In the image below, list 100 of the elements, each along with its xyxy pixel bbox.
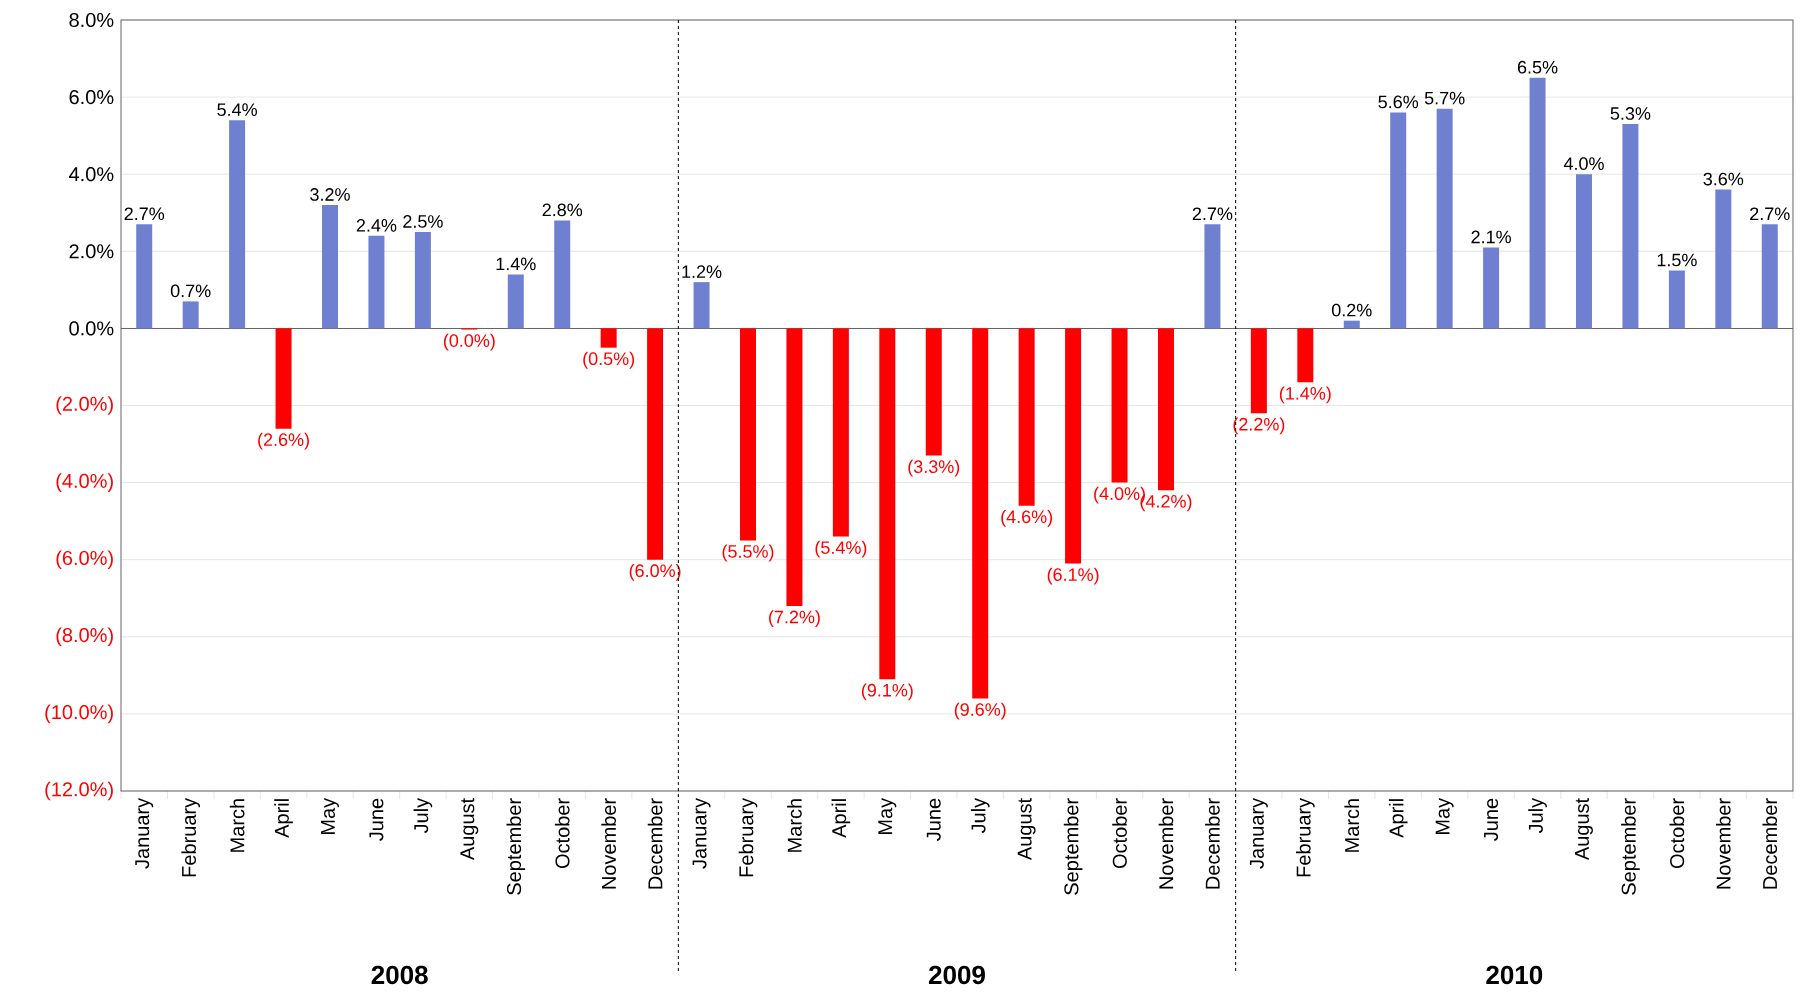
bar — [1065, 328, 1082, 564]
x-tick-label: August — [1017, 798, 1036, 861]
data-label: 0.7% — [170, 284, 211, 298]
text: 2009 — [928, 965, 985, 985]
data-label: (4.6%) — [1001, 509, 1053, 527]
bar — [832, 328, 849, 537]
bar — [554, 220, 571, 329]
bar — [693, 282, 710, 329]
y-tick-label: 8.0% — [69, 12, 114, 28]
data-label: 2.7% — [124, 207, 165, 221]
text: 2008 — [371, 965, 428, 985]
bar — [1390, 112, 1407, 329]
bar — [786, 328, 803, 606]
data-label: (2.6%) — [258, 432, 309, 450]
bar — [1668, 270, 1685, 329]
bar — [1297, 328, 1314, 383]
x-tick-label: September — [1621, 798, 1640, 895]
bar — [275, 328, 292, 429]
x-tick-label: June — [926, 798, 941, 841]
data-label: (9.1%) — [861, 683, 913, 701]
bar — [322, 205, 338, 329]
bar — [972, 328, 989, 699]
data-label: (0.0%) — [443, 333, 495, 351]
bar — [600, 328, 617, 348]
bar — [1157, 328, 1174, 491]
bar — [1575, 174, 1592, 329]
y-tick-label: (6.0%) — [56, 550, 113, 570]
x-tick-label: June — [1484, 798, 1499, 841]
data-label: 1.5% — [1657, 253, 1697, 267]
data-label: 3.6% — [1703, 172, 1744, 186]
bar — [925, 328, 942, 456]
x-tick-label: January — [135, 797, 154, 869]
y-tick-label: 0.0% — [69, 321, 114, 336]
bar — [414, 232, 431, 329]
x-tick-label: September — [1063, 798, 1083, 895]
bar — [368, 235, 385, 329]
y-tick-label: (4.0%) — [56, 473, 113, 492]
x-tick-label: April — [274, 799, 293, 838]
data-label: (3.3%) — [908, 459, 960, 477]
data-label: 2.1% — [1471, 230, 1511, 244]
data-label: (5.4%) — [815, 540, 867, 558]
x-tick-label: November — [1158, 798, 1174, 889]
data-label: (7.2%) — [769, 610, 820, 627]
data-label: 6.5% — [1517, 60, 1558, 74]
x-tick-label: November — [1715, 798, 1731, 889]
bar — [1622, 124, 1639, 329]
y-tick-label: (8.0%) — [56, 627, 113, 647]
bar — [507, 274, 524, 329]
x-tick-label: May — [321, 797, 339, 834]
bar — [1018, 328, 1035, 506]
bar — [229, 120, 246, 329]
data-label: 5.4% — [217, 103, 257, 117]
x-tick-label: June — [369, 798, 384, 841]
data-label: (6.1%) — [1047, 567, 1099, 585]
bar — [879, 328, 896, 680]
x-tick-label: July — [970, 797, 990, 834]
x-tick-label: February — [181, 797, 200, 877]
data-label: (9.6%) — [954, 702, 1006, 720]
bar — [647, 328, 664, 560]
x-tick-label: May — [1435, 797, 1454, 834]
x-tick-label: October — [1669, 798, 1685, 869]
x-tick-label: March — [1344, 799, 1360, 852]
data-label: (0.5%) — [583, 351, 635, 369]
x-tick-label: March — [229, 799, 245, 852]
x-tick-label: September — [506, 798, 526, 895]
bar — [182, 301, 199, 329]
x-tick-label: February — [1296, 797, 1315, 877]
y-tick-label: 2.0% — [69, 244, 114, 259]
bar — [1529, 77, 1546, 329]
data-label: 4.0% — [1563, 157, 1604, 170]
x-tick-label: August — [1575, 798, 1593, 861]
bar — [1204, 224, 1221, 329]
data-label: 2.4% — [356, 218, 397, 232]
x-tick-label: August — [460, 798, 479, 861]
bar — [1436, 108, 1453, 329]
data-label: 2.7% — [1750, 207, 1790, 221]
data-label: (2.2%) — [1233, 417, 1285, 435]
data-label: (1.4%) — [1279, 386, 1331, 404]
data-label: 1.4% — [496, 257, 536, 271]
data-label: 5.3% — [1610, 107, 1651, 120]
y-tick-label: 4.0% — [69, 167, 114, 182]
x-tick-label: December — [1762, 798, 1778, 889]
data-label: 5.7% — [1424, 91, 1465, 105]
y-tick-label: (12.0%) — [45, 781, 113, 801]
bar — [1715, 189, 1732, 329]
data-label: 2.8% — [542, 203, 583, 217]
y-tick-label: (10.0%) — [45, 704, 113, 724]
x-tick-label: July — [1528, 797, 1547, 834]
x-tick-label: July — [413, 797, 433, 834]
data-label: (6.0%) — [629, 563, 681, 581]
text: 2010 — [1486, 965, 1543, 985]
bar — [1343, 320, 1360, 329]
y-tick-label: 6.0% — [69, 90, 114, 105]
bar — [1483, 247, 1500, 329]
data-label: 2.5% — [403, 215, 443, 228]
x-tick-label: January — [692, 797, 711, 869]
x-tick-label: April — [1388, 799, 1408, 838]
bar — [1250, 328, 1267, 414]
data-label: 3.2% — [310, 188, 350, 201]
bar — [136, 224, 153, 329]
